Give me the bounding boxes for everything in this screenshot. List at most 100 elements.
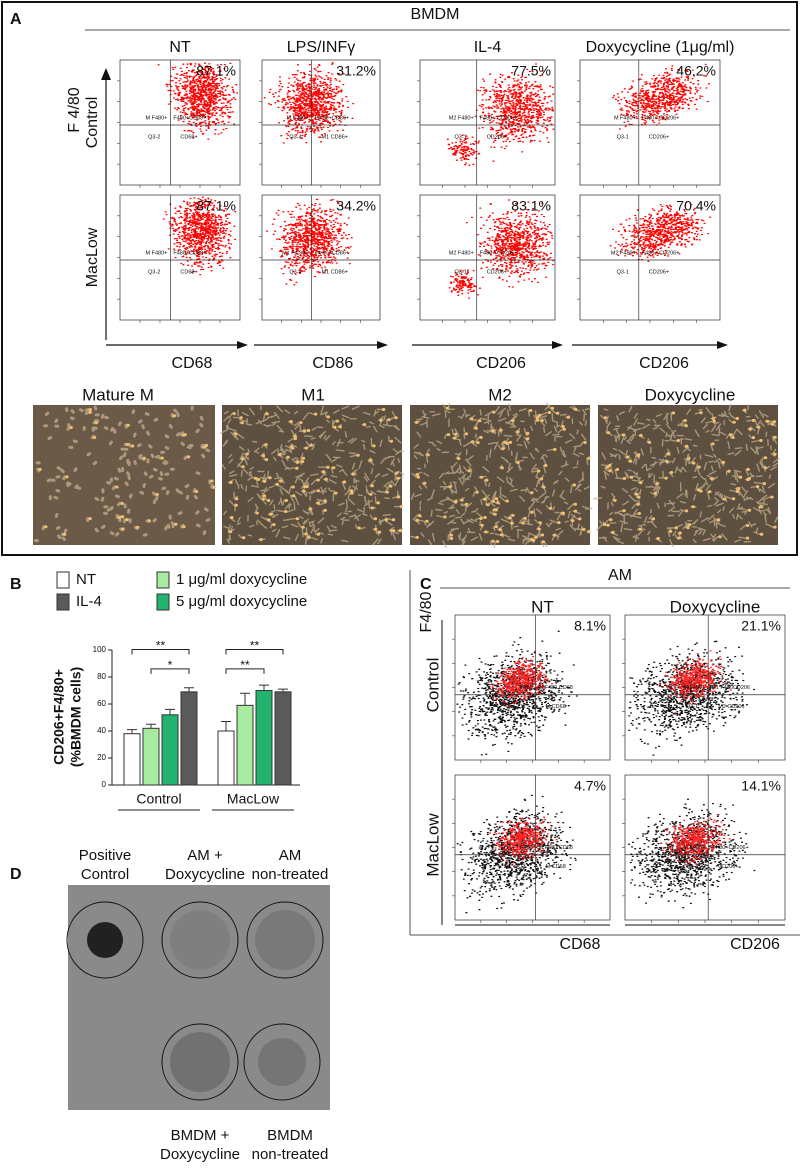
scatter-cloud: [162, 196, 237, 276]
blot-label: Doxycycline: [165, 866, 245, 883]
quadrant-label: F4 80+CD206+: [711, 845, 749, 851]
row-label: Control: [84, 97, 101, 149]
error-bar: [221, 721, 231, 731]
quadrant-label: M F480+: [683, 845, 705, 851]
arrow-head: [552, 341, 563, 349]
scatter-cloud: [263, 62, 355, 144]
x-tick-label: Control: [136, 791, 181, 807]
scatter-cloud: [474, 63, 555, 162]
cell-texture: [409, 402, 593, 549]
quadrant-label: M F480+: [614, 115, 636, 121]
quadrant-label: F480+ CD206+: [480, 250, 518, 256]
quadrant-label: M F480 CD68: [539, 845, 573, 851]
x-axis-label: CD68: [172, 355, 213, 372]
blot-label: non-treated: [252, 866, 329, 883]
quadrant-label: M1 CD86+: [322, 134, 348, 140]
significance-label: **: [156, 639, 166, 653]
y-tick-label: 80: [97, 672, 106, 681]
blot-label: non-treated: [252, 1146, 329, 1163]
x-axis-label: CD86: [312, 355, 353, 372]
error-bar: [240, 692, 250, 706]
quadrant-label: M CD68: [546, 864, 566, 870]
column-title: LPS/INFγ: [287, 39, 355, 56]
gate-percent: 8.1%: [574, 618, 606, 634]
row-label: MacLow: [84, 227, 101, 287]
quadrant-label: Q3-1: [454, 269, 466, 275]
cell-texture: [593, 403, 780, 547]
blot-label: BMDM +: [171, 1127, 230, 1144]
blot-label: AM: [279, 847, 302, 864]
legend-swatch: [156, 571, 170, 589]
gate-percent: 46.2%: [676, 63, 716, 79]
quadrant-label: F480: [520, 685, 533, 691]
scatter-cloud: [465, 199, 555, 288]
micrograph-title: Mature M: [82, 385, 154, 404]
quadrant-label: M2 F480+: [611, 250, 636, 256]
blot-label: Control: [81, 866, 129, 883]
scatter-cloud: [489, 650, 554, 707]
micrograph-title: M1: [301, 385, 325, 404]
blot-ring: [243, 1023, 321, 1101]
quadrant-label: CD206+: [649, 134, 669, 140]
legend-swatch: [56, 571, 70, 589]
quadrant-label: Q3-1: [617, 269, 629, 275]
significance-bracket: [225, 668, 265, 674]
blot-spot: [170, 910, 230, 970]
cell-highlight: [38, 408, 216, 536]
error-bar: [184, 687, 194, 692]
significance-bracket: [131, 648, 190, 655]
quadrant-label: Q3-3: [686, 864, 698, 870]
blot-spot: [170, 1032, 230, 1092]
quadrant-label: CD68+: [180, 269, 197, 275]
y-tick-label: 20: [97, 753, 106, 762]
row-label: MacLow: [423, 813, 442, 877]
column-title: Doxycycline: [670, 597, 761, 616]
quadrant-label: CD68+: [180, 134, 197, 140]
y-axis-label: F 4/80: [66, 87, 83, 132]
row-label: Control: [423, 658, 442, 713]
gate-percent: 4.7%: [574, 778, 606, 794]
arrow-head: [101, 68, 111, 80]
y-tick-label: 100: [93, 645, 107, 654]
x-axis-label: CD206: [476, 355, 526, 372]
x-axis-label: CD68: [560, 936, 601, 953]
legend-label: 1 μg/ml doxycycline: [176, 571, 307, 588]
bar: [236, 704, 254, 786]
panel-letter: C: [420, 576, 432, 593]
quadrant-label: Q3-4: [289, 134, 301, 140]
y-tick-label: 40: [97, 726, 106, 735]
quadrant-label: M F480 CD68: [539, 685, 573, 691]
quadrant-label: M2 F480+: [449, 115, 474, 121]
panel-letter: B: [10, 576, 22, 593]
x-axis-label: CD206: [639, 355, 689, 372]
quadrant-label: F480+CD68+: [173, 115, 206, 121]
scatter-cloud: [612, 63, 711, 130]
quadrant-label: CD206+: [649, 269, 669, 275]
blot-label: Doxycycline: [160, 1146, 240, 1163]
column-title: Doxycycline (1μg/ml): [586, 39, 735, 56]
micrograph-title: Doxycycline: [645, 385, 736, 404]
legend-swatch: [156, 593, 170, 611]
bar: [274, 691, 292, 786]
arrow-head: [717, 341, 728, 349]
plot-frame: [579, 59, 721, 186]
significance-label: *: [168, 658, 173, 672]
gate-percent: 70.4%: [676, 198, 716, 214]
significance-label: **: [240, 658, 250, 672]
quadrant-label: Q3: [518, 704, 525, 710]
quadrant-label: F480+ CD206+: [480, 115, 518, 121]
cell-texture: [219, 405, 405, 546]
significance-bracket: [225, 648, 284, 655]
plot-frame: [419, 59, 556, 186]
legend-swatch: [56, 593, 70, 611]
panel-letter: D: [10, 866, 22, 883]
gate-percent: 83.1%: [511, 198, 551, 214]
quadrant-label: Q3-2: [148, 134, 160, 140]
quadrant-label: M1 F480CD206: [711, 685, 750, 691]
error-bar: [259, 684, 269, 691]
panel-letter: A: [10, 11, 22, 28]
y-axis-label: F4/80: [418, 591, 435, 632]
bar: [161, 714, 179, 786]
quadrant-label: M F480+: [287, 115, 309, 121]
